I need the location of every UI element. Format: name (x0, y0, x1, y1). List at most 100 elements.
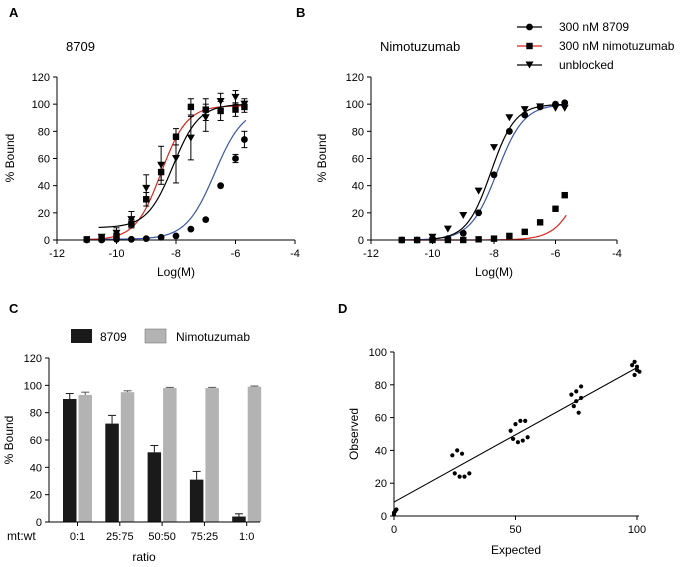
panel-d-y-tick-label: 60 (375, 413, 387, 425)
data-point (510, 436, 516, 442)
data-point-circle (127, 235, 135, 243)
data-point-triangle-down (112, 229, 121, 237)
data-point-triangle-down (560, 104, 569, 112)
legend-swatch-8709 (71, 329, 92, 343)
panel-b-fit-triangle-down (429, 103, 567, 240)
legend-swatch-nimotuzumab (144, 328, 167, 344)
data-point-triangle-down (142, 184, 151, 192)
bar-nimotuzumab (78, 394, 92, 522)
panel-d-regression-line (393, 367, 638, 503)
panel-b-y-label: % Bound (315, 134, 329, 183)
data-point-square (561, 191, 568, 199)
data-point-square (475, 236, 482, 243)
panel-a-x-label: Log(M) (157, 265, 195, 279)
panel-a-x-tick-label: -10 (109, 248, 125, 260)
data-point-square (217, 107, 224, 115)
bar-nimotuzumab (120, 392, 135, 522)
data-point-triangle-down (443, 225, 452, 233)
panel-b-x-tick-label: -12 (363, 248, 379, 260)
panel-a: 8709 0 20 40 60 80 100 120 -12 -10 -8 -6 -4 Log(M)… (3, 39, 300, 279)
data-point-square (202, 106, 209, 113)
data-point (508, 428, 513, 433)
data-point (523, 418, 528, 423)
panel-a-points (83, 93, 249, 244)
panel-c-y-tick-label: 80 (30, 408, 42, 420)
panel-a-y-tick-label: 80 (38, 126, 50, 138)
panel-b-y-tick-label: 0 (358, 235, 364, 247)
legend-label-8709: 8709 (100, 330, 127, 344)
data-point (459, 451, 465, 456)
panel-a-fits (83, 104, 247, 241)
data-point-square (521, 228, 528, 236)
data-point-square (536, 219, 544, 226)
panel-c-category-label: 50:50 (148, 531, 176, 543)
panel-d-y-tick-label: 0 (381, 511, 387, 523)
data-point-triangle-down (428, 233, 437, 241)
panel-a-x-ticks: -12 -10 -8 -6 -4 (49, 240, 300, 260)
data-point-triangle-down (216, 97, 225, 105)
data-point (515, 440, 521, 445)
data-point-triangle-down (505, 114, 514, 122)
bar-nimotuzumab (163, 388, 177, 522)
data-point-square (552, 205, 559, 212)
data-point-square (232, 106, 239, 113)
panel-b-y-tick-label: 100 (346, 99, 364, 111)
panel-c-x-label: ratio (132, 550, 156, 564)
bar-8709 (232, 516, 246, 522)
panel-c-category-label: 0:1 (70, 531, 85, 543)
panel-d-y-label: Observed (347, 408, 361, 460)
bar-8709 (105, 423, 119, 522)
data-point-square (172, 133, 180, 140)
data-point-circle (202, 216, 210, 224)
data-point (579, 395, 584, 401)
panel-a-x-tick-label: -4 (290, 248, 300, 260)
data-point (452, 471, 457, 476)
bar-nimotuzumab (205, 388, 219, 522)
panel-c-category-label: 75:25 (191, 531, 219, 543)
data-point (513, 422, 518, 427)
data-point-circle (172, 232, 180, 240)
data-point-triangle-down (551, 104, 560, 112)
panel-a-y-tick-label: 120 (32, 72, 50, 84)
legend-marker-8709 (526, 23, 533, 31)
data-point-triangle-down (490, 144, 498, 152)
panel-c-y-tick-label: 0 (36, 517, 42, 529)
data-point (571, 404, 576, 409)
panel-b-y-tick-label: 60 (352, 154, 364, 166)
data-point (632, 359, 637, 364)
panel-a-y-tick-label: 0 (44, 235, 50, 247)
panel-c-y-tick-label: 120 (24, 353, 42, 365)
legend-label-8709: 300 nM 8709 (559, 20, 629, 34)
legend-label-unblocked: unblocked (559, 58, 614, 72)
panel-c-y-ticks: 0 20 40 60 80 100 120 (24, 353, 49, 529)
data-point-circle (217, 182, 225, 190)
panel-b: Nimotuzumab 0 20 40 60 80 100 120 -12 -10 -8 -6 -4… (315, 20, 675, 279)
data-point-circle (475, 209, 483, 217)
data-point (462, 474, 467, 479)
panel-b-points (398, 99, 569, 244)
panel-c-category-label: 1:0 (239, 531, 254, 543)
data-point (518, 418, 523, 423)
data-point-square (128, 220, 135, 227)
panel-c-legend: 8709 Nimotuzumab (71, 328, 250, 344)
data-point-circle (142, 235, 150, 243)
data-point (574, 389, 579, 394)
data-point-triangle-down (536, 103, 545, 111)
data-point-square (187, 103, 195, 111)
data-point (632, 372, 637, 378)
data-point (574, 399, 579, 404)
data-point (520, 438, 525, 443)
panel-d-y-tick-label: 40 (375, 445, 387, 457)
panel-a-fit-square (83, 105, 246, 241)
data-point-circle (187, 225, 195, 233)
panel-d: 0 20 40 60 80 100 0 50 100 Expected Observed (347, 347, 646, 557)
data-point-triangle-down (97, 233, 106, 241)
panel-a-x-tick-label: -12 (49, 248, 65, 260)
panel-c-y-tick-label: 40 (30, 462, 42, 474)
data-point (634, 364, 640, 369)
panel-c-y-label: % Bound (2, 416, 16, 465)
data-point-circle (157, 233, 165, 241)
panel-b-x-tick-label: -8 (489, 248, 499, 260)
panel-b-y-tick-label: 20 (352, 208, 364, 220)
